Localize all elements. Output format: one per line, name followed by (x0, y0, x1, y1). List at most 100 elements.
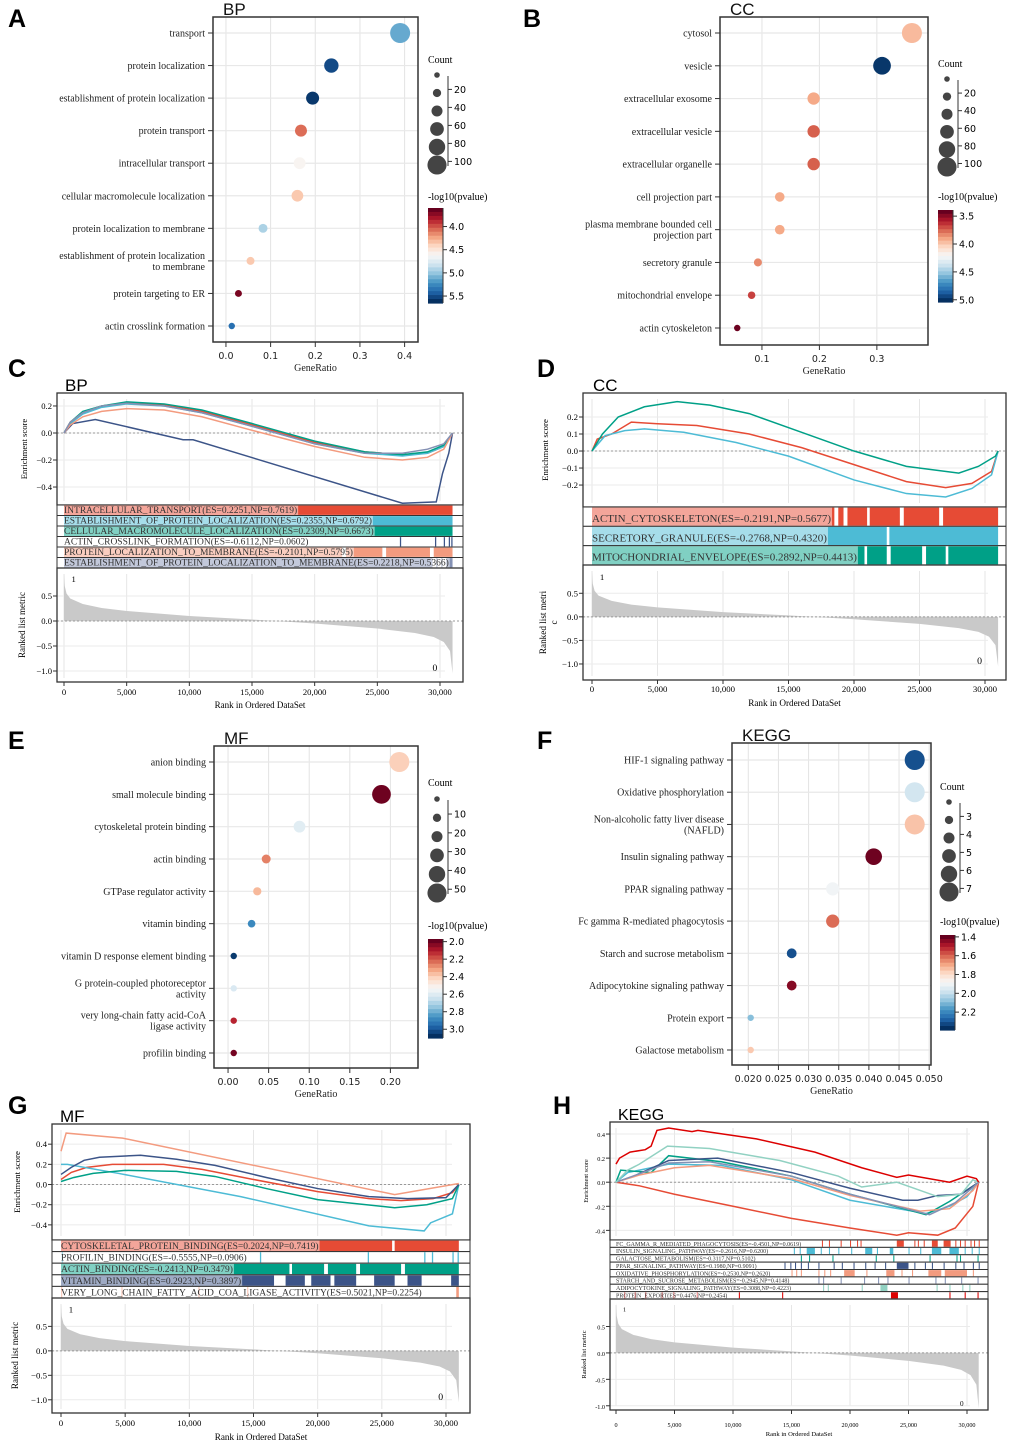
x-tick-label: 0.020 (735, 1074, 762, 1085)
gene-set-label-bg (61, 1263, 234, 1275)
hit-mark (860, 1240, 862, 1247)
size-legend-label: 5 (966, 848, 972, 859)
data-point (294, 124, 307, 137)
es-curve (615, 1154, 980, 1216)
data-point (904, 750, 925, 770)
hit-mark (908, 1247, 910, 1255)
gene-set-row (610, 1254, 988, 1263)
colorbar-segment (940, 990, 955, 995)
colorbar-segment (940, 974, 955, 980)
colorbar-segment (940, 954, 955, 960)
data-point (747, 1046, 754, 1054)
x-tick-label: 20,000 (306, 1418, 331, 1428)
hit-mark (796, 1270, 798, 1277)
colorbar-segment (428, 271, 443, 276)
hit-mark (887, 1277, 889, 1284)
hit-mark (914, 1240, 916, 1247)
colorbar-segment (428, 211, 443, 217)
size-legend-circle (427, 155, 447, 175)
colorbar-tick-label: 2.0 (961, 989, 976, 1000)
colorbar-segment (940, 942, 955, 948)
size-legend-circle (944, 815, 954, 825)
es-curve (615, 1157, 980, 1202)
colorbar-segment (938, 282, 953, 288)
gene-set-label-bg (64, 547, 354, 557)
hit-mark (807, 1262, 809, 1269)
hit-mark (949, 1284, 951, 1292)
hit-mark (800, 1262, 802, 1269)
hit-mark (917, 1240, 919, 1247)
colorbar-segment (428, 227, 443, 233)
hit-mark (977, 1292, 979, 1299)
data-point (786, 980, 797, 991)
hit-mark (399, 537, 402, 547)
es-y-tick-label: 0.4 (597, 1132, 605, 1139)
es-y-axis-label: Enrichment score (583, 1159, 590, 1203)
colorbar-segment (428, 996, 443, 1002)
panel-letter-f: F (537, 727, 552, 755)
hit-mark (832, 1255, 834, 1262)
hit-mark (869, 507, 900, 526)
colorbar-segment (940, 978, 955, 984)
es-y-axis-label: Enrichment score (19, 419, 29, 480)
x-tick-label: 0.20 (380, 1077, 401, 1088)
gene-set-label-bg (592, 546, 858, 565)
colorbar-tick-label: 1.6 (961, 951, 976, 962)
es-y-tick-label: 0.2 (567, 412, 578, 422)
panel-letter-a: A (8, 5, 26, 33)
x-tick-label: 0.025 (765, 1074, 792, 1085)
colorbar-segment (428, 1025, 443, 1031)
gene-set-label-bg (616, 1292, 729, 1299)
hit-mark (943, 507, 999, 526)
es-curve (63, 401, 454, 456)
hit-mark (875, 1255, 877, 1262)
gene-set-label: VITAMIN_BINDING(ES=0.2923,NP=0.3897) (61, 1276, 241, 1287)
size-legend-circle (944, 76, 950, 82)
rank-top-marker: 1 (69, 1305, 73, 1315)
gene-set-label-bg (616, 1262, 758, 1269)
colorbar-segment (428, 939, 443, 944)
data-point (865, 848, 883, 865)
hit-mark (971, 1247, 973, 1255)
x-tick-label: 0.035 (825, 1074, 852, 1085)
colorbar-segment (428, 1021, 443, 1027)
colorbar-segment (938, 210, 953, 215)
hit-mark (367, 1252, 369, 1263)
es-curve (615, 1164, 980, 1212)
data-point (293, 157, 306, 170)
colorbar-segment (940, 962, 955, 968)
gene-set-row (610, 1291, 988, 1299)
size-legend-circle (432, 813, 442, 822)
hit-mark (828, 1240, 830, 1247)
colorbar-segment (428, 947, 443, 952)
hit-mark (833, 1262, 835, 1269)
data-point (234, 289, 242, 297)
panel-letter-h: H (553, 1092, 571, 1120)
x-tick-label: 0.040 (855, 1074, 882, 1085)
colorbar-segment (940, 1022, 955, 1027)
hit-mark (407, 1275, 422, 1286)
es-y-tick-label: 0.4 (36, 1139, 48, 1149)
x-axis-label: Rank in Ordered DataSet (766, 1431, 833, 1438)
es-curve (615, 1127, 980, 1183)
hit-mark (827, 1284, 829, 1292)
hit-mark (809, 1255, 811, 1262)
colorbar-segment (938, 229, 953, 234)
hit-mark (806, 1247, 815, 1255)
rank-y-axis-label: Ranked list metric (10, 1322, 20, 1389)
color-legend-title: -log10(pvalue) (938, 192, 997, 203)
gene-set-label: ADIPOCYTOKINE_SIGNALING_PATHWAY(ES=0.308… (616, 1285, 791, 1292)
data-point (807, 92, 820, 105)
es-y-tick-label: 0.0 (36, 1180, 48, 1190)
term-label: establishment of protein localization (59, 251, 205, 262)
es-y-tick-label: −0.4 (31, 1220, 48, 1230)
colorbar-segment (428, 1033, 443, 1039)
hit-mark (896, 1262, 909, 1269)
colorbar-segment (428, 251, 443, 257)
hit-mark (433, 547, 453, 557)
term-label: projection part (653, 231, 712, 242)
rank-y-tick-label: 0.0 (41, 616, 52, 626)
colorbar-tick-label: 4.0 (959, 240, 974, 251)
es-frame (51, 1123, 471, 1241)
